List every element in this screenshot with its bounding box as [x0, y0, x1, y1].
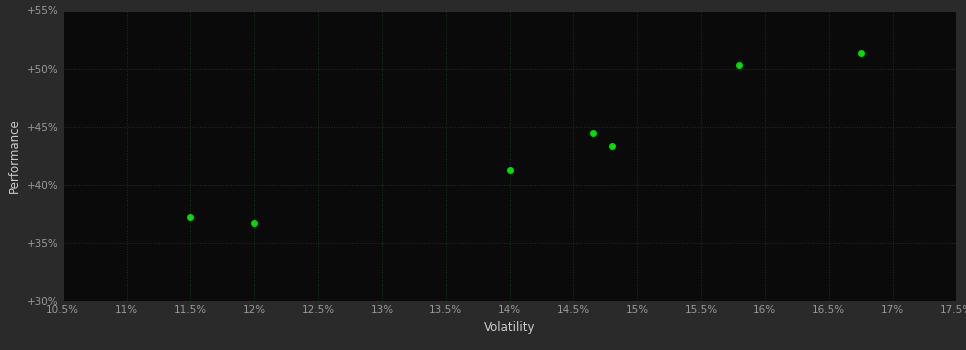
Point	[246, 220, 262, 226]
Point	[853, 51, 868, 56]
Y-axis label: Performance: Performance	[9, 118, 21, 193]
Point	[731, 62, 747, 68]
Point	[183, 215, 198, 220]
Point	[584, 130, 600, 135]
Point	[604, 144, 619, 149]
X-axis label: Volatility: Volatility	[484, 321, 535, 334]
Point	[502, 167, 518, 173]
